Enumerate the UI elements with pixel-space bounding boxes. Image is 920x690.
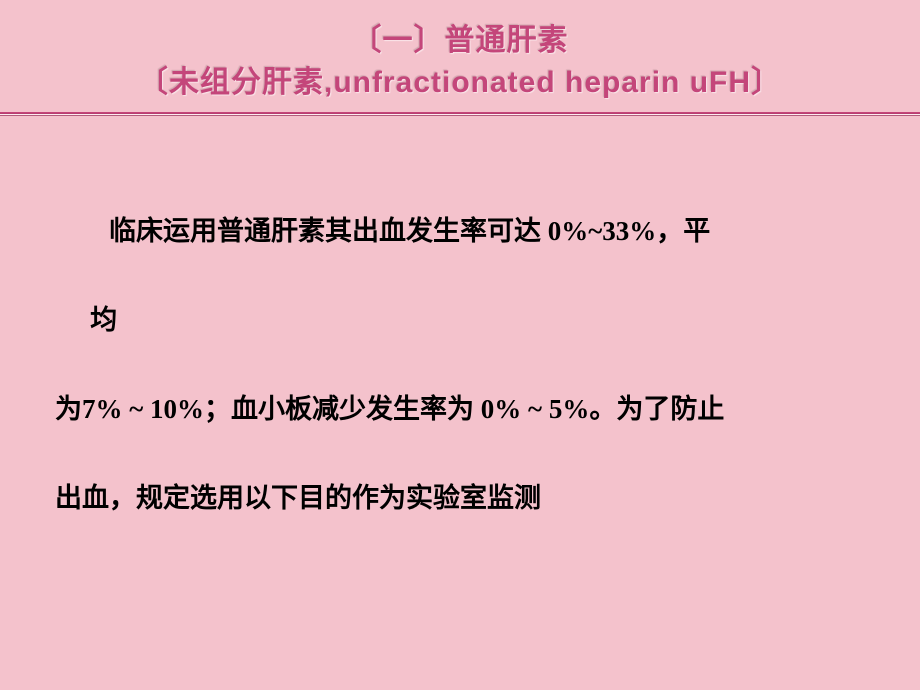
title-line-1: 〔一〕普通肝素 [0,20,920,62]
body-paragraph: 临床运用普通肝素其出血发生率可达 0%~33%，平 均 为7% ~ 10%；血小… [55,187,865,543]
body-line-3: 出血，规定选用以下目的作为实验室监测 [55,483,541,513]
slide-title-block: 〔一〕普通肝素 〔未组分肝素,unfractionated heparin uF… [0,0,920,104]
title-line-2: 〔未组分肝素,unfractionated heparin uFH〕 [0,62,920,104]
body-line-2: 为7% ~ 10%；血小板减少发生率为 0% ~ 5%。为了防止 [55,394,724,424]
slide-body: 临床运用普通肝素其出血发生率可达 0%~33%，平 均 为7% ~ 10%；血小… [0,117,920,543]
body-line-1a: 临床运用普通肝素其出血发生率可达 0%~33%，平 [109,216,710,246]
body-line-1b: 均 [90,305,117,335]
